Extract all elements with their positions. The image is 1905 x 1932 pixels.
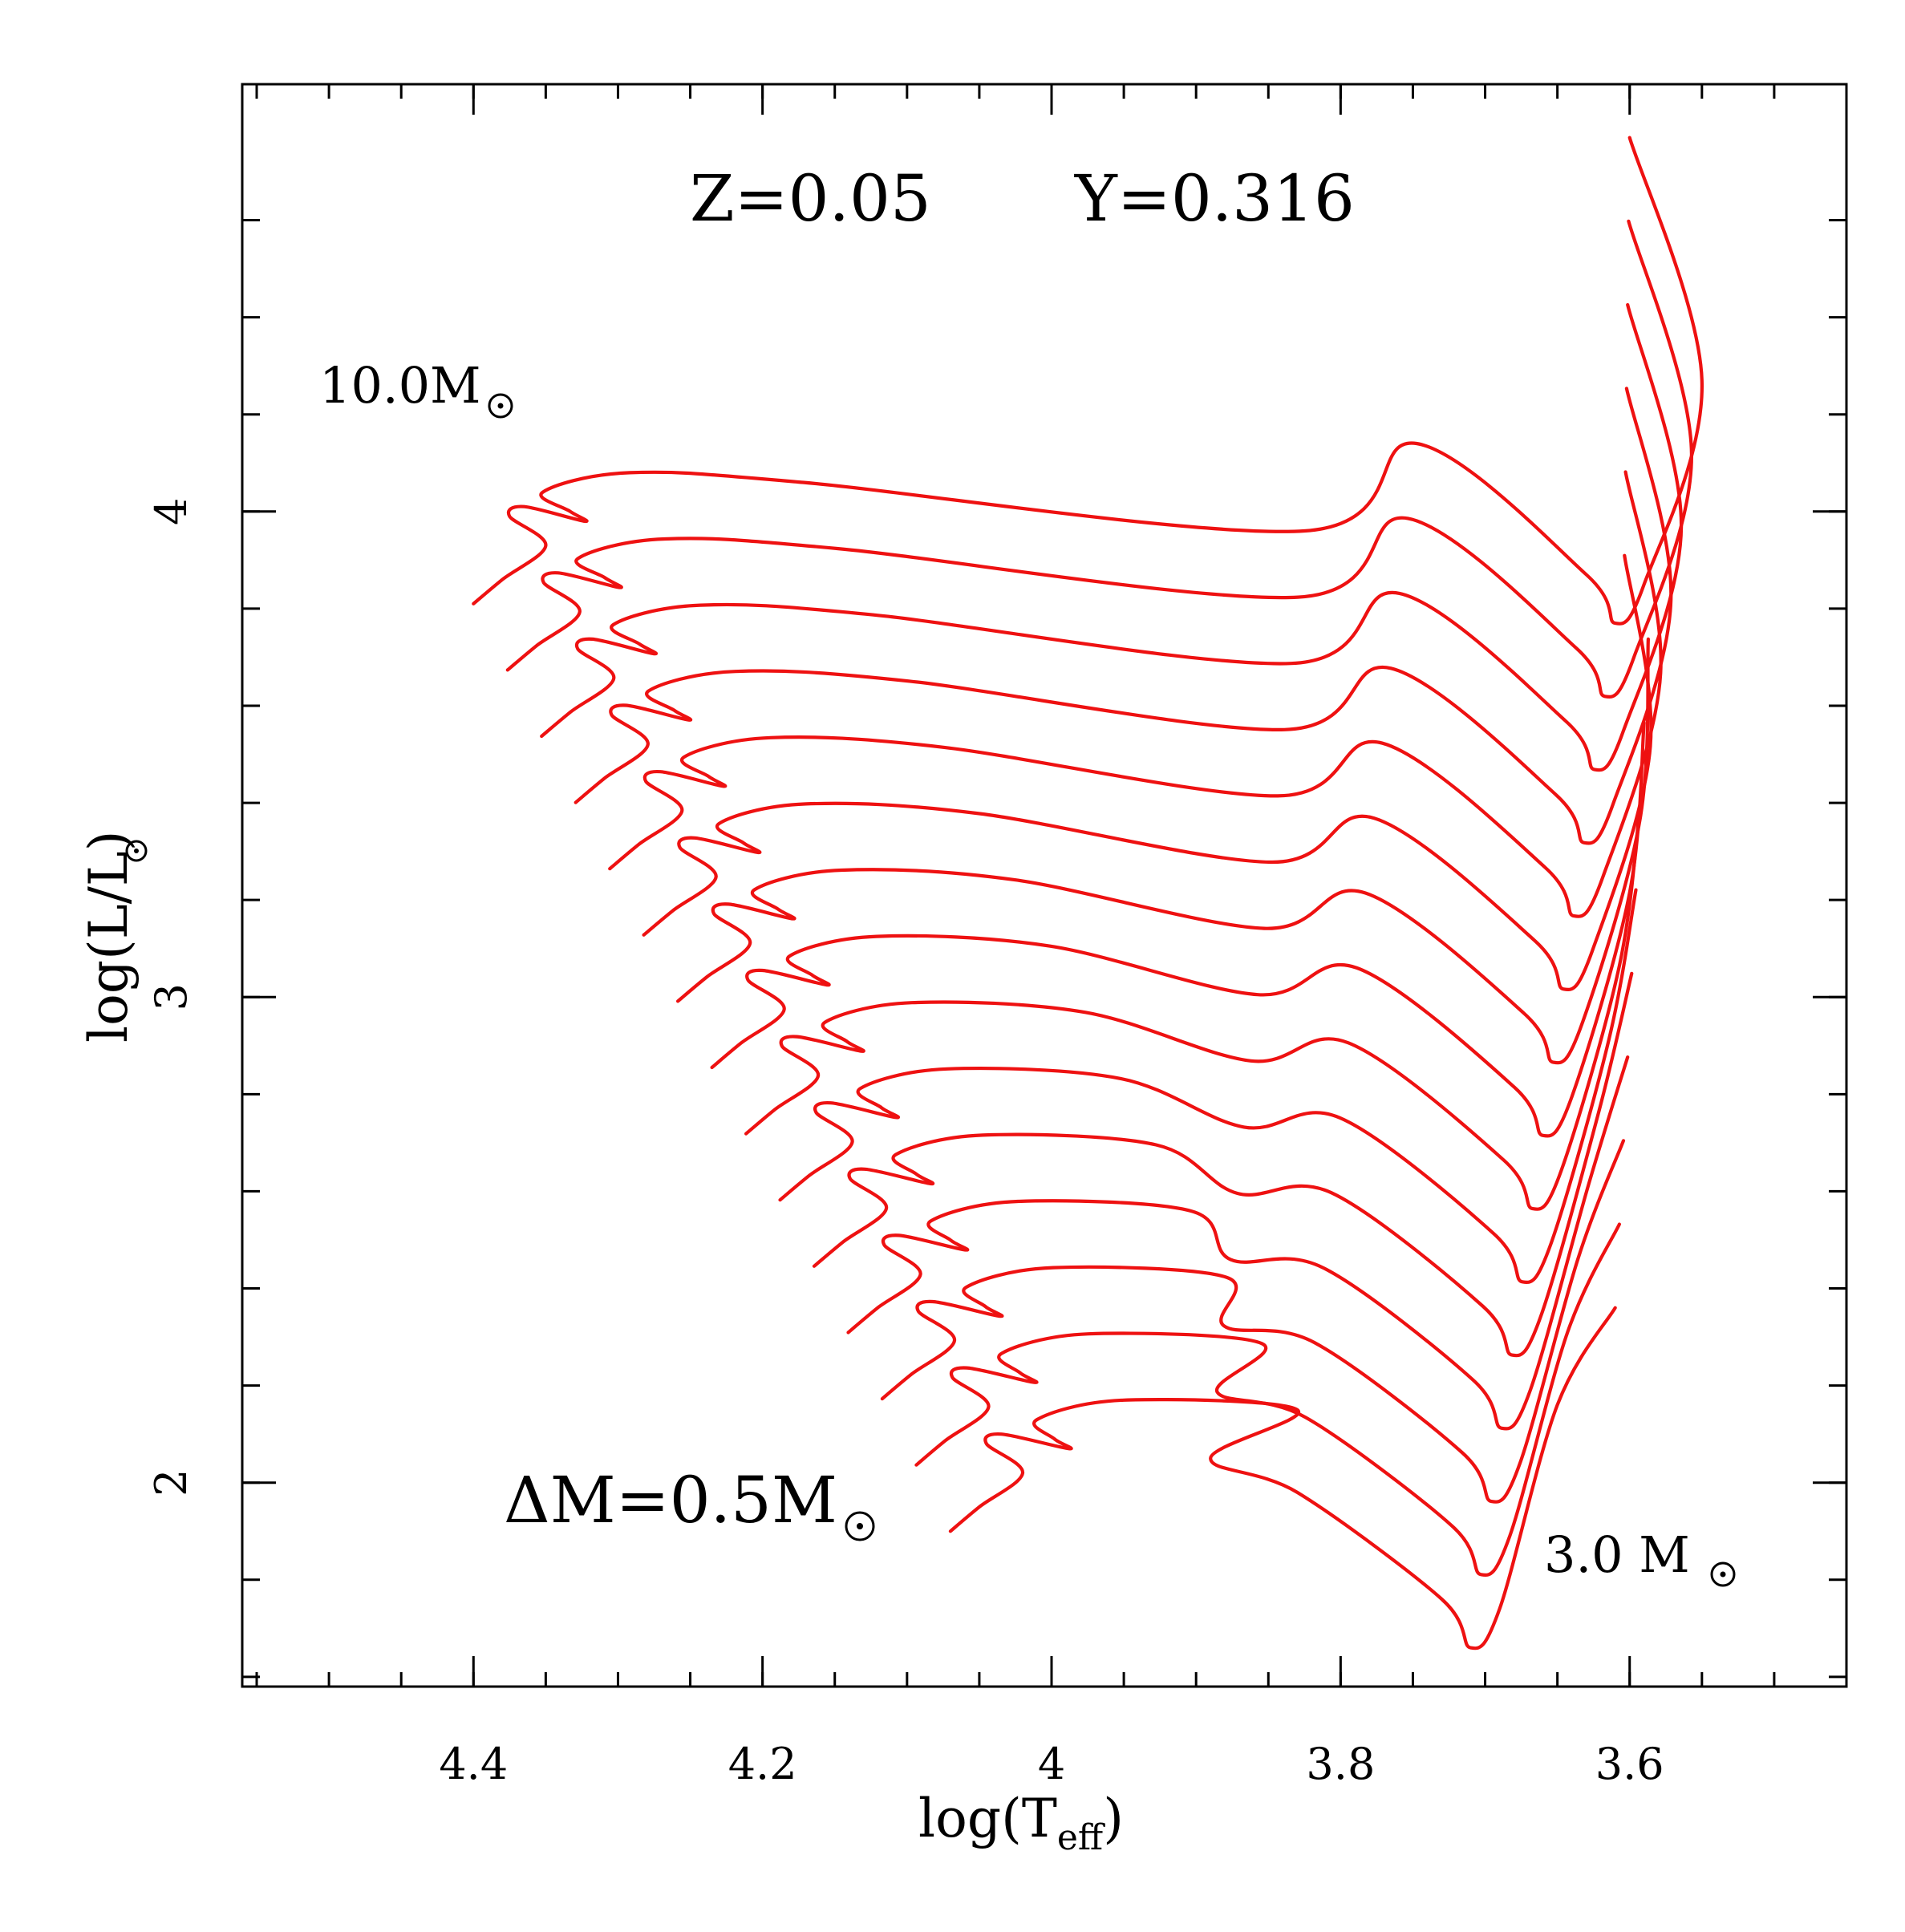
track-5.0-msun bbox=[812, 971, 1634, 1358]
sun-symbol-icon bbox=[488, 393, 513, 419]
track-9.0-msun bbox=[540, 302, 1684, 772]
track-3.5-msun bbox=[914, 1222, 1621, 1577]
chart-title-y: Y=0.316 bbox=[1074, 161, 1355, 236]
track-3.0-msun bbox=[948, 1306, 1617, 1651]
annotation-delta-mass: ΔM=0.5M bbox=[504, 1463, 837, 1537]
tracks bbox=[472, 136, 1704, 1651]
track-4.0-msun bbox=[880, 1139, 1626, 1504]
sun-symbol-icon bbox=[845, 1511, 875, 1541]
x-tick-label: 4 bbox=[1038, 1739, 1065, 1789]
chart-title-z: Z=0.05 bbox=[690, 161, 931, 236]
x-tick-labels: 4.4 4.2 4 3.8 3.6 bbox=[439, 1739, 1664, 1789]
track-7.0-msun bbox=[676, 637, 1650, 1065]
x-axis-label-sub: eff bbox=[1057, 1817, 1105, 1858]
y-axis-label-main: log(L/L bbox=[78, 851, 140, 1043]
track-5.5-msun bbox=[778, 888, 1638, 1284]
track-6.0-msun bbox=[744, 804, 1642, 1211]
major-ticks bbox=[242, 84, 1846, 1687]
x-axis-label-main: log(T bbox=[918, 1788, 1057, 1849]
y-axis-label: log(L/L) bbox=[78, 831, 148, 1043]
x-tick-label: 4.2 bbox=[728, 1739, 797, 1789]
x-tick-label: 3.8 bbox=[1306, 1739, 1375, 1789]
x-tick-label: 3.6 bbox=[1595, 1739, 1664, 1789]
track-4.5-msun bbox=[846, 1055, 1630, 1431]
x-tick-label: 4.4 bbox=[439, 1739, 508, 1789]
track-9.5-msun bbox=[505, 219, 1694, 699]
sun-symbol-icon bbox=[1710, 1561, 1736, 1587]
track-7.5-msun bbox=[642, 553, 1653, 991]
plot-frame bbox=[241, 83, 1848, 1688]
y-tick-label: 2 bbox=[146, 1469, 197, 1497]
y-axis-label-close: ) bbox=[78, 831, 140, 852]
track-8.5-msun bbox=[574, 387, 1673, 845]
x-axis-label-close: ) bbox=[1103, 1788, 1124, 1849]
y-tick-labels: 2 3 4 bbox=[146, 498, 197, 1497]
svg-text:log(Teff): log(Teff) bbox=[918, 1788, 1124, 1858]
y-tick-label: 4 bbox=[146, 498, 197, 525]
track-8.0-msun bbox=[608, 470, 1663, 918]
track-10.0-msun bbox=[472, 136, 1704, 626]
svg-text:log(L/L): log(L/L) bbox=[78, 831, 140, 1043]
y-tick-label: 3 bbox=[146, 983, 197, 1011]
sun-symbol-icon bbox=[125, 840, 148, 862]
x-axis-label: log(Teff) bbox=[918, 1788, 1124, 1858]
annotation-bottom-mass: 3.0 M bbox=[1544, 1525, 1690, 1584]
track-6.5-msun bbox=[710, 721, 1646, 1138]
annotation-top-mass: 10.0M bbox=[319, 356, 481, 415]
